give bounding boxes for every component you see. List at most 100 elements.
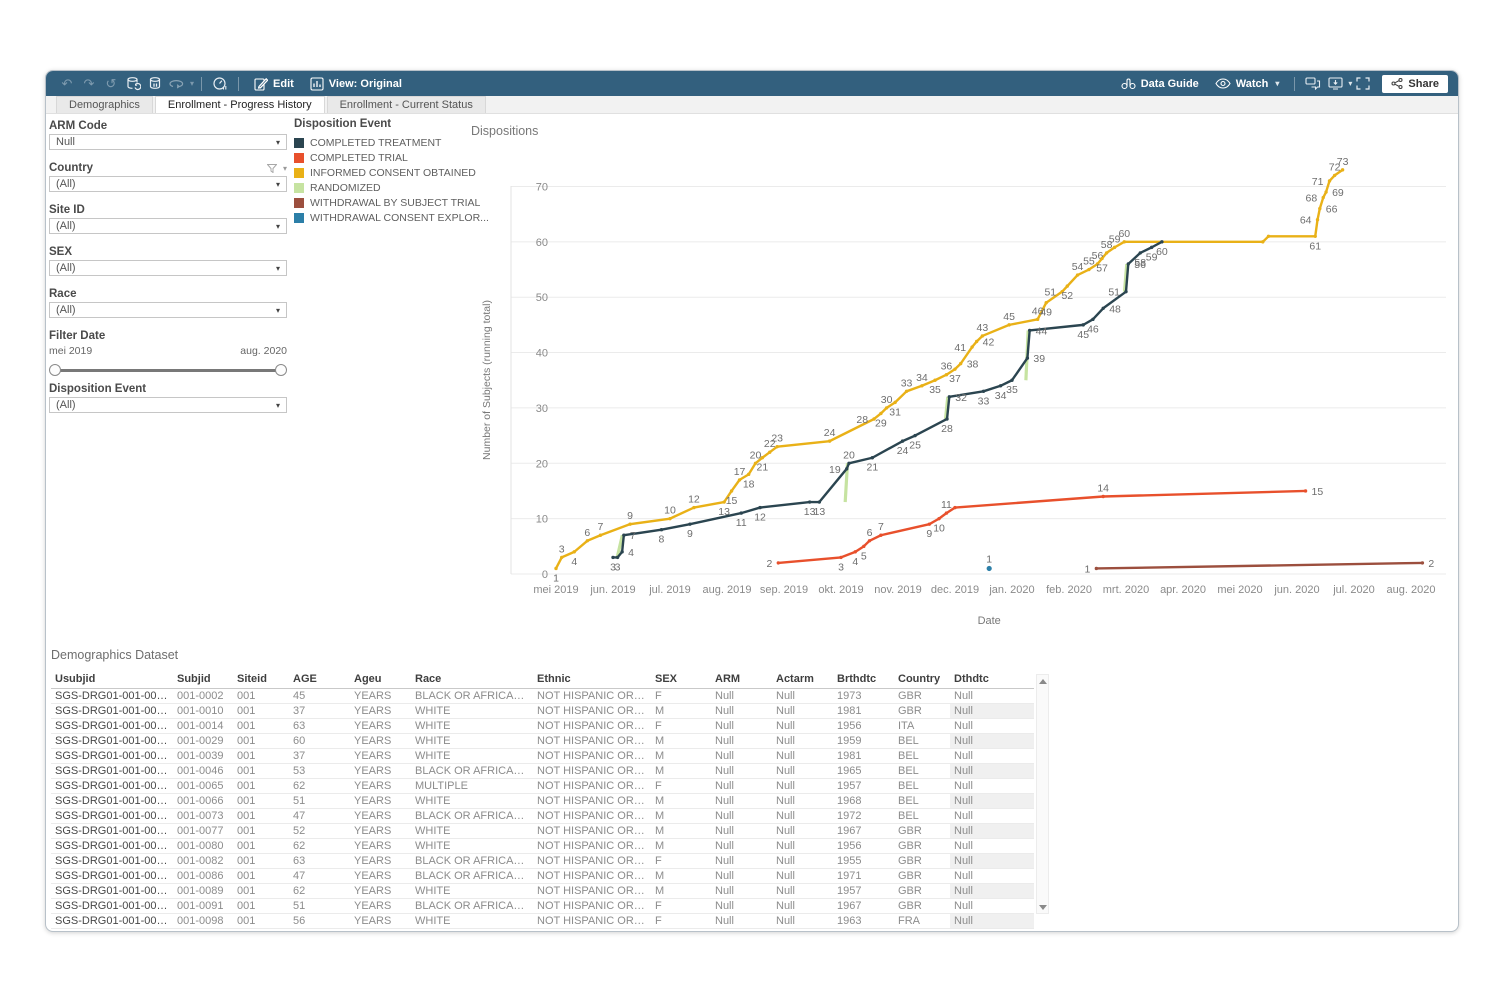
slider-handle-max[interactable] <box>275 364 287 376</box>
legend-item[interactable]: INFORMED CONSENT OBTAINED <box>294 165 476 180</box>
table-cell: GBR <box>894 688 950 704</box>
table-row[interactable]: SGS-DRG01-001-001-0073001-007300147YEARS… <box>51 808 1034 824</box>
table-cell: 53 <box>289 763 350 779</box>
svg-text:33: 33 <box>901 377 913 389</box>
svg-text:13: 13 <box>718 506 730 518</box>
table-row[interactable]: SGS-DRG01-001-001-0065001-006500162YEARS… <box>51 778 1034 794</box>
column-header-usubjid[interactable]: Usubjid <box>51 671 173 689</box>
auto-update-caret-icon[interactable]: ▾ <box>190 79 195 88</box>
table-row[interactable]: SGS-DRG01-001-001-0080001-008000162YEARS… <box>51 838 1034 854</box>
revert-icon[interactable]: ↺ <box>105 75 117 91</box>
tab-enrollment-progress-history[interactable]: Enrollment - Progress History <box>154 96 325 113</box>
column-header-dthdtc[interactable]: Dthdtc <box>950 671 1012 689</box>
scrollbar-up-icon[interactable] <box>1037 675 1048 687</box>
auto-update-icon[interactable] <box>166 71 188 96</box>
column-header-ageu[interactable]: Ageu <box>350 671 411 689</box>
svg-text:51: 51 <box>1108 287 1120 299</box>
table-cell: SGS-DRG01-001-001-0098 <box>51 913 173 929</box>
table-cell: YEARS <box>350 823 411 839</box>
filter-dropdown[interactable]: (All) ▾ <box>49 397 287 413</box>
table-cell: GBR <box>894 838 950 854</box>
table-cell: Null <box>950 883 1012 899</box>
svg-text:28: 28 <box>856 414 868 426</box>
svg-text:13: 13 <box>804 506 816 518</box>
table-cell-filler <box>1012 853 1034 869</box>
toolbar-divider <box>1294 76 1296 91</box>
table-cell: 1967 <box>833 823 894 839</box>
table-row[interactable]: SGS-DRG01-001-001-0086001-008600147YEARS… <box>51 868 1034 884</box>
column-header-brthdtc[interactable]: Brthdtc <box>833 671 894 689</box>
table-row[interactable]: SGS-DRG01-001-001-0089001-008900162YEARS… <box>51 883 1034 899</box>
download-icon[interactable] <box>1324 71 1346 96</box>
table-scrollbar[interactable] <box>1036 674 1049 914</box>
watch-button[interactable]: Watch ▾ <box>1207 71 1288 96</box>
column-header-sex[interactable]: SEX <box>651 671 711 689</box>
column-header-country[interactable]: Country <box>894 671 950 689</box>
table-row[interactable]: SGS-DRG01-001-001-0014001-001400163YEARS… <box>51 718 1034 734</box>
comments-icon[interactable] <box>1302 71 1324 96</box>
table-cell: 1968 <box>833 793 894 809</box>
column-header-actarm[interactable]: Actarm <box>772 671 833 689</box>
view-original-button[interactable]: View: Original <box>302 71 410 96</box>
table-row[interactable]: SGS-DRG01-001-001-0077001-007700152YEARS… <box>51 823 1034 839</box>
filter-dropdown[interactable]: (All) ▾ <box>49 176 287 192</box>
table-row[interactable]: SGS-DRG01-001-001-0010001-001000137YEARS… <box>51 703 1034 719</box>
date-range-slider[interactable] <box>49 363 287 377</box>
table-cell: Null <box>950 718 1012 734</box>
metrics-icon[interactable] <box>209 71 231 96</box>
pause-updates-icon[interactable] <box>144 71 166 96</box>
table-row[interactable]: SGS-DRG01-001-001-0098001-009800156YEARS… <box>51 913 1034 929</box>
table-cell: YEARS <box>350 733 411 749</box>
data-guide-button[interactable]: Data Guide <box>1113 71 1207 96</box>
table-cell: 1959 <box>833 733 894 749</box>
legend-item[interactable]: COMPLETED TRIAL <box>294 150 469 165</box>
legend-item[interactable]: WITHDRAWAL BY SUBJECT TRIAL <box>294 195 480 210</box>
download-caret-icon[interactable]: ▾ <box>1348 79 1353 88</box>
filter-arm-code: ARM Code Null ▾ <box>49 120 287 150</box>
filter-dropdown[interactable]: (All) ▾ <box>49 218 287 234</box>
column-header-arm[interactable]: ARM <box>711 671 772 689</box>
filter-label: Disposition Event <box>49 383 147 395</box>
legend-item[interactable]: WITHDRAWAL CONSENT EXPLOR... <box>294 210 489 225</box>
undo-icon[interactable]: ↶ <box>61 75 73 91</box>
table-row[interactable]: SGS-DRG01-001-001-0039001-003900137YEARS… <box>51 748 1034 764</box>
share-button[interactable]: Share <box>1382 74 1448 93</box>
column-header-siteid[interactable]: Siteid <box>233 671 289 689</box>
column-header-age[interactable]: AGE <box>289 671 350 689</box>
table-cell: FRA <box>894 913 950 929</box>
table-row[interactable]: SGS-DRG01-001-001-0066001-006600151YEARS… <box>51 793 1034 809</box>
filter-dropdown[interactable]: Null ▾ <box>49 134 287 150</box>
redo-icon[interactable]: ↷ <box>83 75 95 91</box>
slider-handle-min[interactable] <box>49 364 61 376</box>
filter-dropdown[interactable]: (All) ▾ <box>49 260 287 276</box>
column-header-race[interactable]: Race <box>411 671 533 689</box>
legend-item[interactable]: RANDOMIZED <box>294 180 469 195</box>
fullscreen-icon[interactable] <box>1352 71 1374 96</box>
column-header-ethnic[interactable]: Ethnic <box>533 671 651 689</box>
svg-text:13: 13 <box>813 506 825 518</box>
table-row[interactable]: SGS-DRG01-001-001-0082001-008200163YEARS… <box>51 853 1034 869</box>
table-cell: Null <box>772 883 833 899</box>
edit-button[interactable]: Edit <box>246 71 302 96</box>
table-cell: NOT HISPANIC OR LATINO <box>533 763 651 779</box>
filter-menu-caret-icon[interactable]: ▾ <box>282 163 287 173</box>
table-row[interactable]: SGS-DRG01-001-001-0091001-009100151YEARS… <box>51 898 1034 914</box>
table-cell: YEARS <box>350 838 411 854</box>
refresh-data-icon[interactable] <box>122 71 144 96</box>
dispositions-line-chart[interactable]: 0 10 20 30 40 50 60 70 mei 2019 jun. 2019 jul. 201… <box>476 121 1451 636</box>
table-row[interactable]: SGS-DRG01-001-001-0002001-000200145YEARS… <box>51 688 1034 704</box>
legend-item[interactable]: COMPLETED TREATMENT <box>294 135 469 150</box>
slider-track[interactable] <box>53 369 283 372</box>
filter-dropdown[interactable]: (All) ▾ <box>49 302 287 318</box>
table-row[interactable]: SGS-DRG01-001-001-0029001-002900160YEARS… <box>51 733 1034 749</box>
scrollbar-down-icon[interactable] <box>1037 901 1048 913</box>
table-cell: 1956 <box>833 838 894 854</box>
table-row[interactable]: SGS-DRG01-001-001-0046001-004600153YEARS… <box>51 763 1034 779</box>
tab-enrollment-current-status[interactable]: Enrollment - Current Status <box>326 96 486 113</box>
column-header-subjid[interactable]: Subjid <box>173 671 233 689</box>
legend-swatch <box>294 167 304 178</box>
table-cell: Null <box>711 778 772 794</box>
funnel-icon[interactable] <box>266 163 277 173</box>
tab-demographics[interactable]: Demographics <box>56 96 153 113</box>
svg-text:15: 15 <box>1312 486 1324 498</box>
